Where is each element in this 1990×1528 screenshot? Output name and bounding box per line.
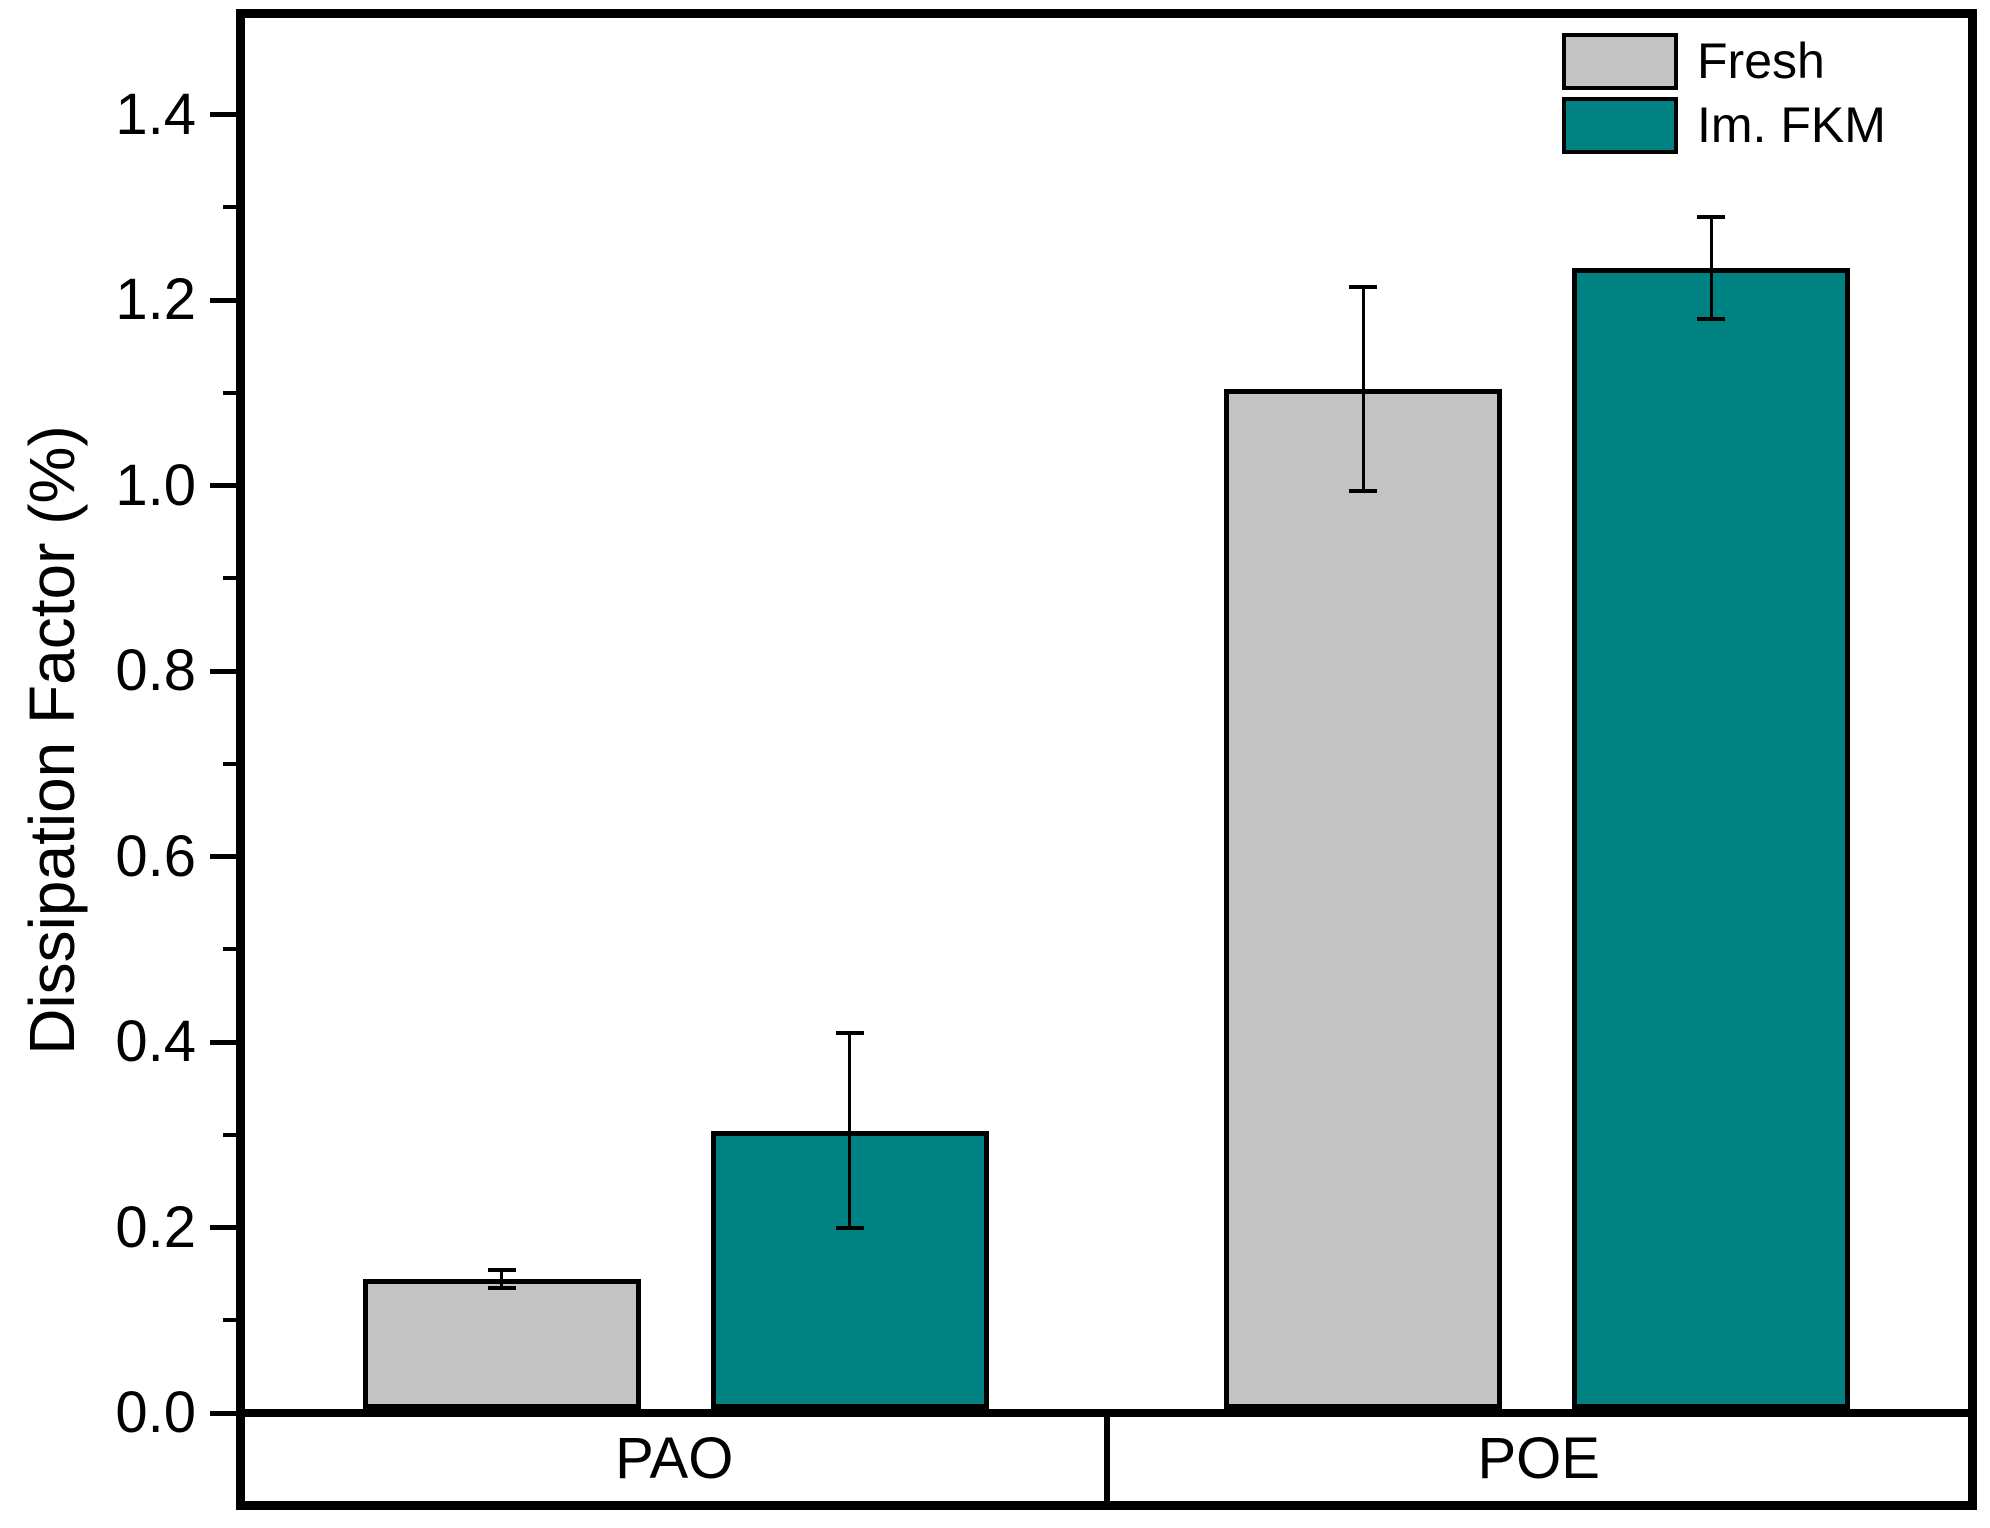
y-tick-major-1.4 (210, 112, 240, 118)
plot-area (245, 18, 1968, 1409)
y-tick-major-0.8 (210, 668, 240, 674)
error-cap-top-fresh-pao (487, 1267, 516, 1272)
y-tick-label-1.2: 1.2 (115, 267, 196, 333)
error-bar-fresh-pao (500, 1269, 504, 1289)
legend-item-im-fkm: Im. FKM (1562, 97, 1886, 154)
y-tick-label-0.0: 0.0 (115, 1380, 196, 1445)
legend-label-im-fkm: Im. FKM (1697, 97, 1886, 153)
category-divider (1103, 1417, 1110, 1501)
error-cap-top-im-fkm-pao (835, 1031, 864, 1036)
error-cap-bottom-im-fkm-poe (1697, 317, 1726, 322)
error-bar-im-fkm-pao (848, 1033, 852, 1229)
y-tick-minor-0.9 (223, 576, 240, 581)
x-category-poe: POE (1477, 1426, 1601, 1491)
y-tick-minor-0.7 (223, 761, 240, 766)
x-axis-strip: PAO POE (245, 1417, 1968, 1501)
y-tick-label-0.4: 0.4 (115, 1009, 196, 1075)
y-tick-minor-0.3 (223, 1132, 240, 1137)
legend-swatch-im-fkm (1562, 97, 1678, 154)
error-bar-im-fkm-poe (1709, 217, 1713, 320)
y-tick-minor-0.1 (223, 1318, 240, 1323)
y-tick-minor-1.3 (223, 205, 240, 210)
y-tick-label-1.0: 1.0 (115, 452, 196, 518)
y-tick-minor-0.5 (223, 947, 240, 952)
error-cap-bottom-fresh-poe (1349, 488, 1378, 493)
y-tick-major-0.4 (210, 1039, 240, 1045)
y-tick-label-0.2: 0.2 (115, 1194, 196, 1260)
bar-fresh-poe (1224, 388, 1503, 1409)
legend-item-fresh: Fresh (1562, 33, 1886, 90)
error-cap-top-fresh-poe (1349, 284, 1378, 289)
y-tick-major-0.0 (210, 1410, 240, 1416)
y-tick-minor-1.1 (223, 390, 240, 395)
y-axis-title: Dissipation Factor (%) (16, 425, 88, 1055)
y-tick-label-0.8: 0.8 (115, 638, 196, 704)
legend: Fresh Im. FKM (1562, 33, 1886, 154)
legend-swatch-fresh (1562, 33, 1678, 90)
plot-frame: PAO POE Fresh Im. FKM (236, 9, 1977, 1510)
legend-label-fresh: Fresh (1697, 33, 1825, 89)
y-tick-major-1.0 (210, 483, 240, 489)
y-tick-major-0.2 (210, 1225, 240, 1231)
bar-im-fkm-poe (1572, 268, 1851, 1409)
y-tick-major-0.6 (210, 854, 240, 860)
error-cap-bottom-fresh-pao (487, 1286, 516, 1291)
error-cap-bottom-im-fkm-pao (835, 1226, 864, 1231)
y-tick-label-1.4: 1.4 (115, 81, 196, 147)
y-tick-label-0.6: 0.6 (115, 823, 196, 889)
error-bar-fresh-poe (1361, 286, 1365, 491)
x-category-pao: PAO (615, 1426, 734, 1491)
x-axis-line (245, 1409, 1968, 1417)
y-tick-major-1.2 (210, 297, 240, 303)
bar-fresh-pao (362, 1279, 641, 1409)
error-cap-top-im-fkm-poe (1697, 215, 1726, 220)
